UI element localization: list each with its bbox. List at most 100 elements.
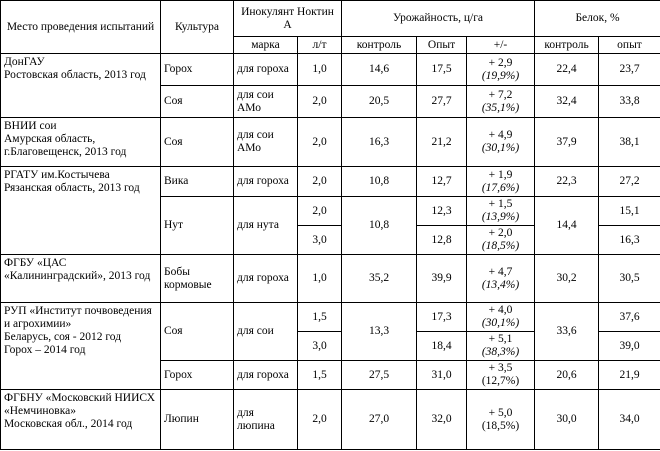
yield-experiment-cell: 12,3 — [416, 196, 467, 226]
table-row: РУП «Институт почвоведения и агрохимии» … — [0, 302, 660, 390]
yield-diff-cell: + 4,9 (30,1%) — [465, 117, 536, 167]
diff-percent: (13,9%) — [481, 211, 520, 223]
dose-cell: 2,0 — [297, 85, 342, 118]
culture-cell: Нут — [160, 196, 234, 255]
mark-cell: для люпина — [233, 389, 298, 450]
yield-control-cell: 20,5 — [341, 85, 417, 118]
dose-cell: 1,0 — [297, 254, 342, 303]
yield-control-cell: 35,2 — [341, 254, 417, 303]
yield-diff-cell: + 3,5 (12,7%) — [465, 360, 536, 390]
protein-experiment-cell: 16,3 — [598, 225, 660, 255]
yield-experiment-cell: 31,0 — [416, 360, 467, 390]
table-row: Соя для сои АМо 2,0 20,5 27,7 + 7,2 (35,1… — [1, 85, 660, 118]
mark-cell: для гороха — [233, 254, 298, 303]
protein-experiment-cell: 21,9 — [598, 360, 660, 390]
protein-experiment-cell: 38,1 — [598, 117, 660, 167]
yield-diff-cell: + 4,0 (30,1%) — [465, 302, 536, 332]
diff-value: + 4,9 — [488, 129, 513, 141]
site-name: ДонГАУ Ростовская область, 2013 год — [0, 53, 161, 118]
yield-experiment-cell: 12,8 — [416, 225, 467, 255]
header-yield-experiment: Опыт — [416, 36, 467, 54]
protein-control-cell: 30,0 — [534, 389, 600, 450]
protein-experiment-cell: 23,7 — [598, 53, 660, 86]
protein-experiment-cell: 27,2 — [598, 166, 660, 197]
culture-cell: Вика — [160, 166, 234, 197]
table-row: 3,0 12,8 + 2,0 (18,5%) 16,3 — [1, 225, 660, 255]
diff-percent: (30,1%) — [481, 142, 520, 154]
table-row: ФГБУ «ЦАС «Калининградский», 2013 год Бо… — [0, 254, 660, 303]
protein-control-cell: 32,4 — [534, 85, 600, 118]
dose-cell: 1,0 — [297, 53, 342, 86]
site-name: РУП «Институт почвоведения и агрохимии» … — [0, 302, 161, 390]
table-row: Нут для нута 2,0 10,8 12,3 + 1,5 (13,9%) … — [1, 196, 660, 255]
site-name: РГАТУ им.Костычева Рязанская область, 20… — [0, 166, 161, 255]
diff-value: + 2,9 — [488, 56, 513, 69]
protein-control-cell: 22,3 — [534, 166, 600, 197]
header-yield-control: контроль — [341, 36, 417, 54]
dose-cell: 1,5 — [297, 360, 342, 390]
dose-cell: 2,0 — [297, 196, 342, 226]
diff-value: + 7,2 — [488, 88, 513, 101]
yield-experiment-cell: 32,0 — [416, 389, 467, 450]
yield-diff-cell: + 7,2 (35,1%) — [465, 85, 536, 118]
diff-percent: (17,6%) — [481, 181, 520, 194]
protein-experiment-cell: 15,1 — [598, 196, 660, 226]
diff-percent: (18,5%) — [481, 419, 520, 432]
mark-cell: для гороха — [233, 53, 298, 86]
yield-experiment-cell: 18,4 — [416, 331, 467, 361]
header-site: Место проведения испытаний — [0, 0, 161, 54]
mark-cell: для сои АМо — [233, 85, 298, 118]
table-row: РГАТУ им.Костычева Рязанская область, 20… — [0, 166, 660, 255]
header-protein: Белок, % — [534, 0, 660, 37]
culture-cell: Люпин — [160, 389, 234, 450]
table-row: ДонГАУ Ростовская область, 2013 год Горо… — [0, 53, 660, 118]
yield-experiment-cell: 17,5 — [416, 53, 467, 86]
diff-value: + 5,0 — [488, 406, 513, 419]
diff-percent: (12,7%) — [481, 375, 520, 387]
yield-diff-cell: + 1,5 (13,9%) — [465, 196, 536, 226]
culture-cell: Соя — [160, 302, 234, 361]
header-protein-experiment: опыт — [598, 36, 660, 54]
mark-cell: для гороха — [233, 166, 298, 197]
yield-diff-cell: + 4,7 (13,4%) — [465, 254, 536, 303]
diff-percent: (38,3%) — [481, 346, 520, 358]
protein-control-cell: 20,6 — [534, 360, 600, 390]
culture-cell: Бобы кормовые — [160, 254, 234, 303]
protein-control-cell: 30,2 — [534, 254, 600, 303]
diff-value: + 5,1 — [488, 333, 513, 345]
diff-percent: (13,4%) — [481, 278, 520, 291]
mark-cell: для сои АМо — [233, 117, 298, 167]
yield-control-cell: 10,8 — [341, 166, 417, 197]
site-name: ФГБУ «ЦАС «Калининградский», 2013 год — [0, 254, 161, 303]
protein-control-cell: 37,9 — [534, 117, 600, 167]
culture-cell: Горох — [160, 360, 234, 390]
yield-diff-cell: + 1,9 (17,6%) — [465, 166, 536, 197]
yield-experiment-cell: 27,7 — [416, 85, 467, 118]
diff-percent: (30,1%) — [481, 317, 520, 329]
site-name: ВНИИ сои Амурская область, г.Благовещенс… — [0, 117, 161, 167]
yield-diff-cell: + 2,0 (18,5%) — [465, 225, 536, 255]
culture-cell: Горох — [160, 53, 234, 86]
mark-cell: для сои — [233, 302, 298, 361]
header-dose: л/т — [297, 36, 342, 54]
yield-diff-cell: + 5,0 (18,5%) — [465, 389, 536, 450]
yield-experiment-cell: 39,9 — [416, 254, 467, 303]
protein-control-cell: 22,4 — [534, 53, 600, 86]
diff-percent: (18,5%) — [481, 240, 520, 252]
dose-cell: 1,5 — [297, 302, 342, 332]
diff-value: + 4,0 — [488, 304, 513, 316]
diff-value: + 2,0 — [488, 227, 513, 239]
diff-percent: (19,9%) — [481, 69, 520, 82]
yield-experiment-cell: 21,2 — [416, 117, 467, 167]
dose-cell: 3,0 — [297, 331, 342, 361]
table-row: Горох для гороха 1,5 27,5 31,0 + 3,5 (12,… — [1, 360, 660, 390]
header-inoculant: Инокулянт Ноктин А — [233, 0, 342, 37]
protein-experiment-cell: 33,8 — [598, 85, 660, 118]
header-mark: марка — [233, 36, 298, 54]
mark-cell: для нута — [233, 196, 298, 255]
yield-experiment-cell: 17,3 — [416, 302, 467, 332]
diff-value: + 1,9 — [488, 168, 513, 181]
protein-control-cell: 33,6 — [534, 302, 600, 361]
protein-experiment-cell: 37,6 — [598, 302, 660, 332]
